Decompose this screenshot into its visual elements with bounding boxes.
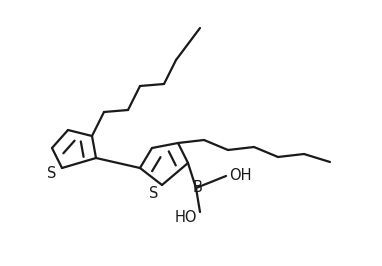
Text: B: B [193, 181, 203, 196]
Text: S: S [47, 165, 57, 181]
Text: S: S [149, 185, 159, 201]
Text: OH: OH [229, 168, 251, 184]
Text: HO: HO [175, 210, 197, 226]
